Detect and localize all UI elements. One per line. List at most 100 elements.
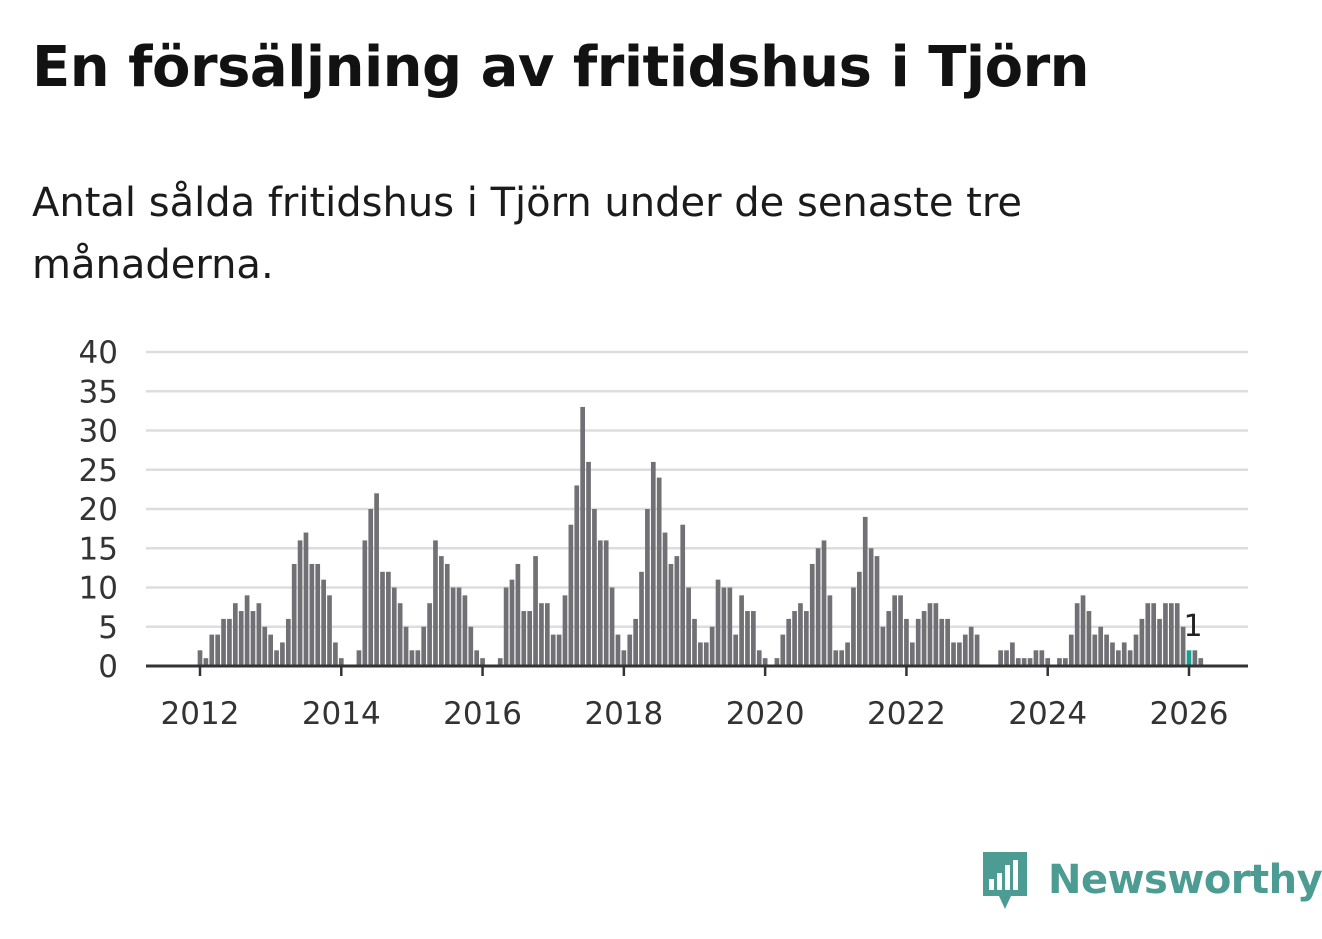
bar	[892, 595, 897, 666]
bar	[238, 611, 244, 666]
bar	[727, 587, 733, 666]
bar	[721, 587, 727, 666]
bar	[315, 563, 321, 666]
bar	[450, 587, 456, 666]
bar	[285, 618, 291, 666]
bar	[603, 540, 609, 666]
bar	[1139, 618, 1145, 666]
bar	[362, 540, 368, 666]
bar	[333, 642, 338, 666]
bar	[321, 579, 326, 666]
bar	[232, 603, 238, 666]
bar	[356, 650, 362, 666]
bar	[609, 587, 615, 666]
bar	[250, 611, 256, 666]
bar	[898, 595, 903, 666]
bar	[909, 642, 915, 666]
bar	[209, 634, 215, 666]
bar	[1174, 603, 1180, 666]
bar	[621, 650, 627, 666]
bar	[633, 618, 638, 666]
bar	[809, 563, 815, 666]
page-title: En försäljning av fritidshus i Tjörn	[32, 35, 1090, 100]
bar	[380, 571, 385, 666]
bar	[692, 618, 697, 666]
bar	[615, 634, 621, 666]
bar	[886, 611, 892, 666]
bar	[921, 611, 927, 666]
bar	[427, 603, 432, 666]
bar	[792, 611, 797, 666]
bar	[1045, 658, 1051, 666]
bar	[433, 540, 438, 666]
bar	[586, 461, 591, 666]
bar	[798, 603, 803, 666]
bar	[509, 579, 515, 666]
bar	[845, 642, 850, 666]
bar	[827, 595, 833, 666]
bar	[280, 642, 285, 666]
bar	[562, 595, 568, 666]
bar	[1151, 603, 1157, 666]
bar	[951, 642, 956, 666]
bar	[1092, 634, 1098, 666]
bar	[256, 603, 262, 666]
bar	[962, 634, 968, 666]
bar	[904, 618, 909, 666]
y-tick-label-30: 30	[79, 414, 118, 450]
bar	[709, 626, 715, 666]
bar	[203, 658, 209, 666]
bar	[1027, 658, 1033, 666]
x-tick-label-2022: 2022	[867, 696, 946, 732]
bar	[297, 540, 303, 666]
bar	[1163, 603, 1168, 666]
chart-subtitle: Antal sålda fritidshus i Tjörn under de …	[32, 180, 1022, 288]
bar	[698, 642, 703, 666]
bar	[968, 626, 974, 666]
bar	[1186, 650, 1192, 666]
x-tick-label-2018: 2018	[584, 696, 663, 732]
bar	[597, 540, 603, 666]
bar	[397, 603, 403, 666]
bar	[497, 658, 503, 666]
bar	[1080, 595, 1086, 666]
bar	[1116, 650, 1121, 666]
bar	[1180, 626, 1186, 666]
newsworthy-brand[interactable]: Newsworthy	[980, 848, 1322, 912]
bar	[368, 509, 374, 666]
bar	[327, 595, 332, 666]
bar	[415, 650, 421, 666]
bar	[521, 611, 527, 666]
bar	[215, 634, 221, 666]
bar	[1004, 650, 1009, 666]
y-tick-label-0: 0	[98, 649, 118, 685]
bar	[462, 595, 468, 666]
x-tick-label-2020: 2020	[726, 696, 805, 732]
bar	[1063, 658, 1068, 666]
bar	[1145, 603, 1151, 666]
bar	[1133, 634, 1139, 666]
bar	[503, 587, 509, 666]
bar	[656, 477, 662, 666]
bar	[1110, 642, 1115, 666]
bar	[821, 540, 827, 666]
bar	[703, 642, 709, 666]
bar	[468, 626, 474, 666]
bar	[1057, 658, 1062, 666]
bar	[686, 587, 691, 666]
bar	[733, 634, 739, 666]
x-tick-label-2024: 2024	[1008, 696, 1087, 732]
bar	[957, 642, 962, 666]
bar	[274, 650, 279, 666]
bar	[739, 595, 744, 666]
bar	[851, 587, 856, 666]
bar	[1039, 650, 1045, 666]
bar	[1127, 650, 1133, 666]
bar	[880, 626, 886, 666]
bar	[1098, 626, 1104, 666]
bar	[1033, 650, 1039, 666]
bar	[745, 611, 750, 666]
bar	[480, 658, 485, 666]
highlight-value-label: 1	[1183, 609, 1202, 644]
